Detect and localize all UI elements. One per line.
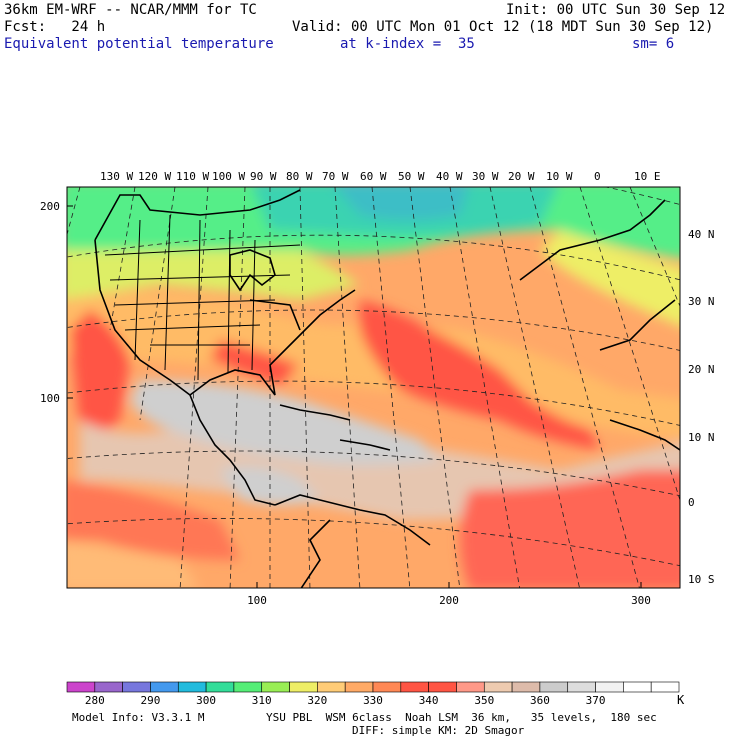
latitude-labels: 40 N 30 N 20 N 10 N 0 10 S xyxy=(688,228,715,586)
latitude-label: 30 N xyxy=(688,295,715,308)
colorbar-swatch xyxy=(650,681,680,693)
colorbar-tick-label: 330 xyxy=(363,694,383,707)
colorbar-swatch xyxy=(122,681,151,693)
longitude-label: 10 E xyxy=(634,170,661,183)
longitude-labels: 130 W 120 W 110 W 100 W 90 W 80 W 70 W 60 W 50 W… xyxy=(100,170,661,183)
colorbar-swatch xyxy=(483,681,513,693)
longitude-label: 80 W xyxy=(286,170,313,183)
model-title: 36km EM-WRF -- NCAR/MMM for TC xyxy=(4,2,257,18)
longitude-label: 130 W xyxy=(100,170,133,183)
colorbar-tick-label: 310 xyxy=(252,694,272,707)
valid-time: Valid: 00 UTC Mon 01 Oct 12 (18 MDT Sun … xyxy=(292,19,714,35)
latitude-label: 40 N xyxy=(688,228,715,241)
colorbar-swatch xyxy=(344,681,374,693)
colorbar-swatch xyxy=(372,681,402,693)
longitude-label: 50 W xyxy=(398,170,425,183)
smoothing-value: sm= 6 xyxy=(632,36,675,52)
latitude-label: 0 xyxy=(688,496,695,509)
coastlines xyxy=(94,189,680,588)
political-borders xyxy=(104,214,301,381)
colorbar-tick-label: 350 xyxy=(474,694,494,707)
longitude-label: 20 W xyxy=(508,170,535,183)
grid-label-x: 200 xyxy=(439,594,459,607)
map-frame xyxy=(66,186,681,589)
level-index: at k-index = 35 xyxy=(340,36,475,52)
colorbar-unit: K xyxy=(677,693,685,707)
longitude-label: 70 W xyxy=(322,170,349,183)
colorbar-swatch xyxy=(289,681,318,693)
bottom-grid-labels: 100 200 300 xyxy=(247,594,651,607)
model-info: Model Info: V3.3.1 M xyxy=(72,711,205,724)
longitude-label: 90 W xyxy=(250,170,277,183)
colorbar-swatch xyxy=(317,681,346,693)
colorbar-swatch xyxy=(177,681,207,693)
colorbar-swatch xyxy=(539,681,569,693)
longitude-label: 60 W xyxy=(360,170,387,183)
physics-options-2: DIFF: simple KM: 2D Smagor xyxy=(352,724,525,737)
latitude-label: 10 S xyxy=(688,573,715,586)
field-name: Equivalent potential temperature xyxy=(4,36,274,52)
longitude-label: 40 W xyxy=(436,170,463,183)
colorbar-swatch xyxy=(94,681,123,693)
colorbar-swatch xyxy=(456,681,485,693)
colorbar-tick-label: 340 xyxy=(419,694,439,707)
grid-label-y: 100 xyxy=(40,392,60,405)
longitude-label: 30 W xyxy=(472,170,499,183)
colorbar-tick-label: 290 xyxy=(141,694,161,707)
colorbar-swatch xyxy=(205,681,235,693)
colorbar-tick-label: 300 xyxy=(196,694,216,707)
longitude-label: 110 W xyxy=(176,170,209,183)
longitude-label: 100 W xyxy=(212,170,245,183)
forecast-hour: Fcst: 24 h xyxy=(4,19,106,35)
longitude-label: 10 W xyxy=(546,170,573,183)
color-bar: 280 290 300 310 320 330 340 350 360 370 xyxy=(66,681,680,707)
longitude-label: 0 xyxy=(594,170,601,183)
grid-label-x: 100 xyxy=(247,594,267,607)
colorbar-swatch xyxy=(150,681,179,693)
longitude-label: 120 W xyxy=(138,170,171,183)
color-field xyxy=(67,187,680,588)
init-time: Init: 00 UTC Sun 30 Sep 12 xyxy=(506,2,726,18)
colorbar-swatch xyxy=(261,681,290,693)
colorbar-swatch xyxy=(428,681,457,693)
axis-ticks xyxy=(67,205,642,588)
grid-label-x: 300 xyxy=(631,594,651,607)
left-grid-labels: 200 100 xyxy=(40,200,60,405)
colorbar-swatch xyxy=(233,681,263,693)
latitude-label: 20 N xyxy=(688,363,715,376)
colorbar-swatch xyxy=(623,681,652,693)
colorbar-tick-label: 370 xyxy=(586,694,606,707)
colorbar-swatch xyxy=(595,681,624,693)
colorbar-swatch xyxy=(567,681,596,693)
colorbar-swatch xyxy=(66,681,96,693)
colorbar-tick-label: 280 xyxy=(85,694,105,707)
grid-label-y: 200 xyxy=(40,200,60,213)
colorbar-swatch xyxy=(511,681,541,693)
colorbar-tick-label: 360 xyxy=(530,694,550,707)
colorbar-swatch xyxy=(400,681,429,693)
graticule xyxy=(67,187,680,588)
physics-options: YSU PBL WSM 6class Noah LSM 36 km, 35 le… xyxy=(266,711,657,724)
latitude-label: 10 N xyxy=(688,431,715,444)
colorbar-tick-label: 320 xyxy=(307,694,327,707)
